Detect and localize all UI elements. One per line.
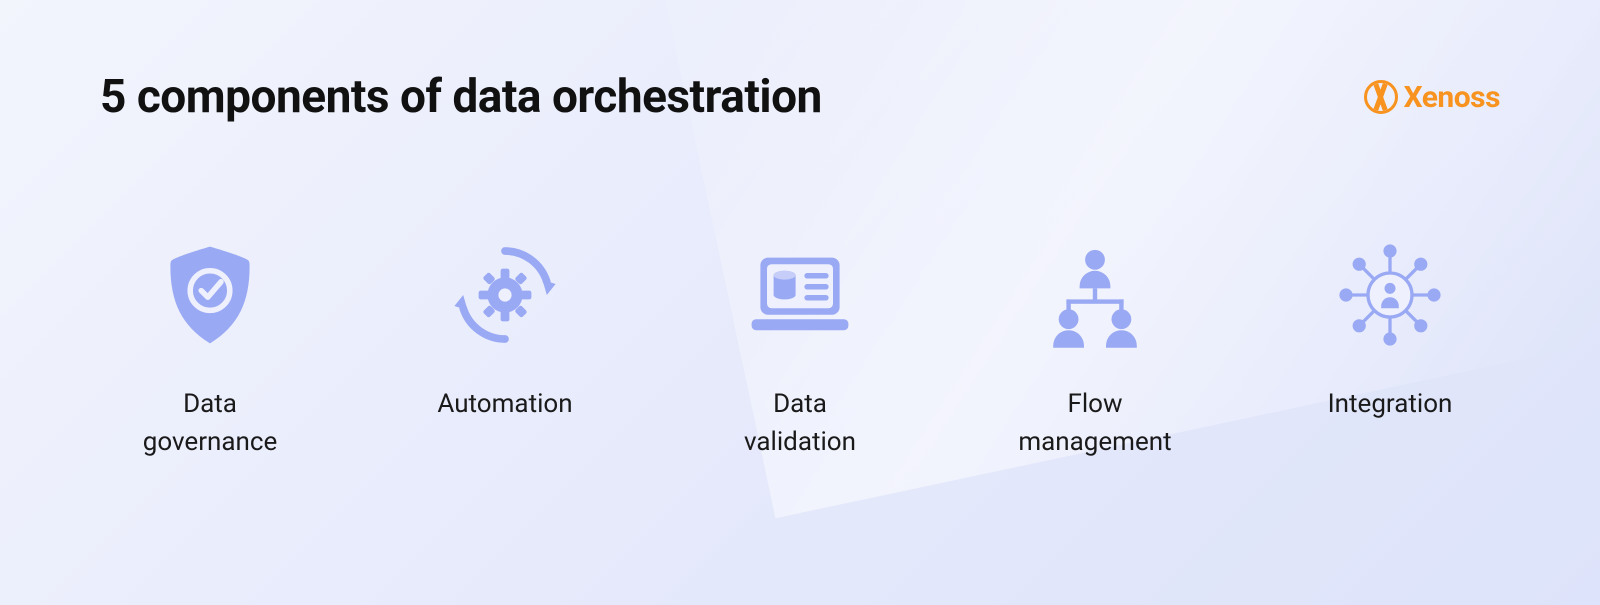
component-label: Data validation <box>744 386 856 461</box>
laptop-db-icon <box>745 240 855 350</box>
component-data-validation: Data validation <box>690 240 910 461</box>
brand-logo-text: Xenoss <box>1404 80 1500 115</box>
network-hub-icon <box>1335 240 1445 350</box>
header: 5 components of data orchestration Xenos… <box>100 70 1500 124</box>
page-title: 5 components of data orchestration <box>100 70 822 124</box>
component-label: Integration <box>1328 386 1453 424</box>
component-data-governance: Data governance <box>100 240 320 461</box>
shield-check-icon <box>155 240 265 350</box>
component-integration: Integration <box>1280 240 1500 424</box>
brand-logo: Xenoss <box>1364 80 1500 115</box>
component-label: Data governance <box>143 386 278 461</box>
component-flow-management: Flow management <box>985 240 1205 461</box>
component-automation: Automation <box>395 240 615 424</box>
people-flow-icon <box>1040 240 1150 350</box>
components-row: Data governance <box>100 240 1500 461</box>
brand-logo-mark <box>1364 80 1398 114</box>
component-label: Flow management <box>1018 386 1171 461</box>
gear-cycle-icon <box>450 240 560 350</box>
component-label: Automation <box>437 386 572 424</box>
